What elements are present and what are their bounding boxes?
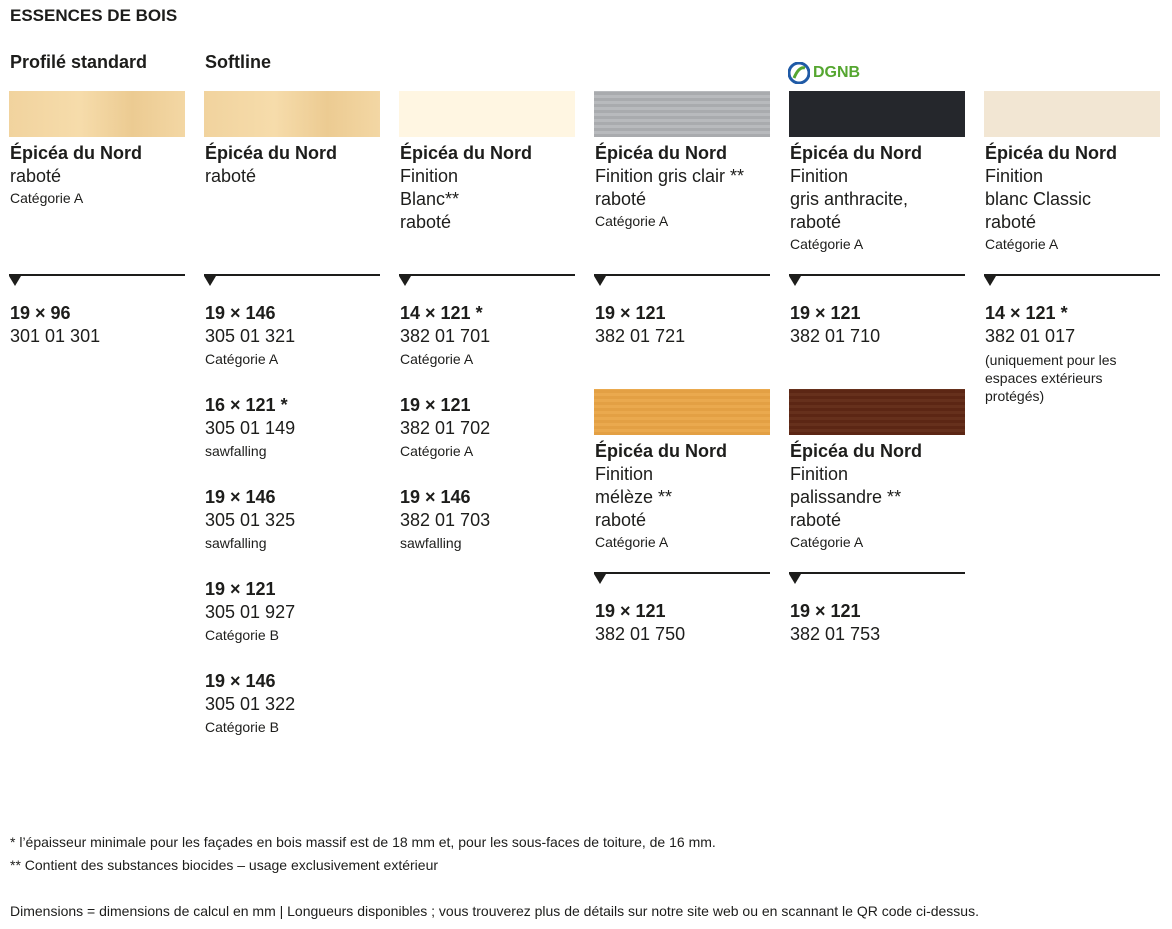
wood-swatch <box>789 91 965 137</box>
product-detail: Finition <box>790 464 849 484</box>
variant-note: Catégorie A <box>205 351 279 367</box>
wood-swatch <box>204 91 380 137</box>
footnote: ** Contient des substances biocides – us… <box>10 857 439 873</box>
product-category: Catégorie A <box>985 236 1059 252</box>
variant-size: 19 × 146 <box>205 487 276 507</box>
product-detail: raboté <box>400 212 452 232</box>
variant-code: 382 01 701 <box>400 326 491 346</box>
variant-note: Catégorie A <box>400 443 474 459</box>
product-name: Épicéa du Nord <box>790 143 923 163</box>
product-name: Épicéa du Nord <box>790 441 923 461</box>
product-category: Catégorie A <box>595 213 669 229</box>
product-category: Catégorie A <box>790 534 864 550</box>
wood-swatch <box>399 91 575 137</box>
section-heading: Profilé standard <box>10 52 148 72</box>
variant-code: 382 01 017 <box>985 326 1076 346</box>
footnote: Dimensions = dimensions de calcul en mm … <box>10 903 979 919</box>
wood-swatch <box>9 91 185 137</box>
section-heading: Softline <box>205 52 271 72</box>
product-detail: mélèze ** <box>595 487 673 507</box>
variant-note: Catégorie A <box>400 351 474 367</box>
wood-swatch <box>984 91 1160 137</box>
divider <box>9 274 185 286</box>
product-detail: Finition gris clair ** <box>595 166 745 186</box>
product-name: Épicéa du Nord <box>985 143 1118 163</box>
product-detail: raboté <box>595 189 647 209</box>
product-category: Catégorie A <box>10 190 84 206</box>
divider <box>594 274 770 286</box>
product-detail: raboté <box>790 510 842 530</box>
footnote: * l’épaisseur minimale pour les façades … <box>10 834 716 850</box>
product-detail: raboté <box>595 510 647 530</box>
variant-note: (uniquement pour les espaces extérieurs … <box>985 352 1117 404</box>
variant-size: 19 × 146 <box>205 671 276 691</box>
variant-size: 19 × 121 <box>205 579 276 599</box>
wood-swatch <box>789 389 965 435</box>
variant-size: 19 × 121 <box>400 395 471 415</box>
divider <box>204 274 380 286</box>
dgnb-logo <box>788 62 810 84</box>
product-detail: raboté <box>790 212 842 232</box>
product-name: Épicéa du Nord <box>400 143 533 163</box>
variant-size: 19 × 121 <box>790 601 861 621</box>
product-detail: raboté <box>205 166 257 186</box>
product-detail: Finition <box>790 166 849 186</box>
divider <box>789 572 965 584</box>
variant-size: 16 × 121 * <box>205 395 288 415</box>
variant-size: 19 × 121 <box>790 303 861 323</box>
product-detail: Blanc** <box>400 189 460 209</box>
product-detail: raboté <box>985 212 1037 232</box>
product-detail: palissandre ** <box>790 487 902 507</box>
variant-code: 382 01 703 <box>400 510 491 530</box>
product-detail: blanc Classic <box>985 189 1092 209</box>
variant-code: 305 01 325 <box>205 510 296 530</box>
product-detail: Finition <box>985 166 1044 186</box>
variant-note: sawfalling <box>205 443 267 459</box>
variant-code: 305 01 149 <box>205 418 296 438</box>
variant-note: sawfalling <box>205 535 267 551</box>
product-detail: Finition <box>595 464 654 484</box>
product-category: Catégorie A <box>595 534 669 550</box>
dgnb-badge: DGNB <box>788 62 860 84</box>
page-title: ESSENCES DE BOIS <box>10 6 178 25</box>
variant-code: 382 01 721 <box>595 326 686 346</box>
product-name: Épicéa du Nord <box>10 143 143 163</box>
variant-code: 382 01 710 <box>790 326 881 346</box>
wood-swatch <box>594 91 770 137</box>
product-category: Catégorie A <box>790 236 864 252</box>
product-name: Épicéa du Nord <box>595 143 728 163</box>
variant-size: 14 × 121 * <box>985 303 1068 323</box>
variant-code: 382 01 702 <box>400 418 491 438</box>
variant-code: 305 01 322 <box>205 694 296 714</box>
product-name: Épicéa du Nord <box>205 143 338 163</box>
divider <box>789 274 965 286</box>
variant-code: 301 01 301 <box>10 326 101 346</box>
variant-code: 382 01 750 <box>595 624 686 644</box>
variant-note: sawfalling <box>400 535 462 551</box>
variant-code: 305 01 927 <box>205 602 296 622</box>
variant-note: Catégorie B <box>205 719 279 735</box>
variant-note: Catégorie B <box>205 627 279 643</box>
variant-size: 19 × 146 <box>205 303 276 323</box>
divider <box>984 274 1160 286</box>
variant-code: 305 01 321 <box>205 326 296 346</box>
product-name: Épicéa du Nord <box>595 441 728 461</box>
divider <box>399 274 575 286</box>
variant-size: 19 × 146 <box>400 487 471 507</box>
variant-code: 382 01 753 <box>790 624 881 644</box>
variant-size: 19 × 96 <box>10 303 71 323</box>
badge-label: DGNB <box>813 64 861 81</box>
variant-size: 14 × 121 * <box>400 303 483 323</box>
variant-size: 19 × 121 <box>595 601 666 621</box>
product-detail: gris anthracite, <box>790 189 909 209</box>
product-detail: Finition <box>400 166 459 186</box>
variant-size: 19 × 121 <box>595 303 666 323</box>
wood-swatch <box>594 389 770 435</box>
product-detail: raboté <box>10 166 62 186</box>
divider <box>594 572 770 584</box>
